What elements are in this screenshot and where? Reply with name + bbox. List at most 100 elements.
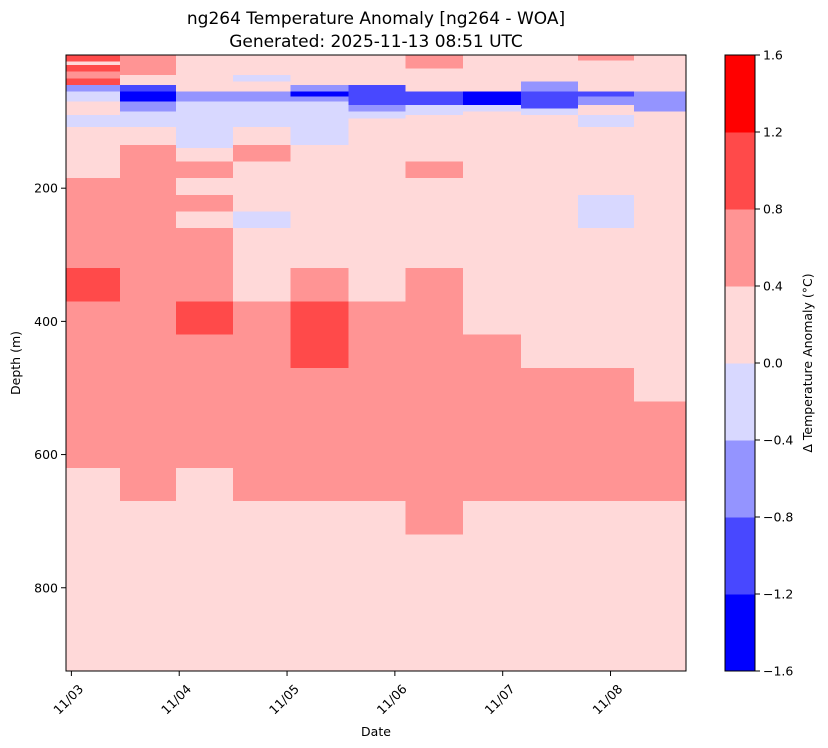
x-tick-label: 11/05 <box>266 681 302 717</box>
colorbar-tick-label: 1.6 <box>763 48 783 63</box>
heatmap-cell <box>290 96 350 103</box>
heatmap-cell <box>521 81 579 93</box>
heatmap-cell <box>175 194 234 213</box>
heatmap-cell <box>578 60 635 93</box>
heatmap-cell <box>405 178 464 269</box>
colorbar-swatch <box>725 594 755 672</box>
heatmap-cell <box>348 84 407 106</box>
heatmap-cell <box>66 178 121 269</box>
x-tick-label: 11/08 <box>589 681 625 717</box>
heatmap-cell <box>405 68 464 93</box>
heatmap-cells <box>66 55 687 672</box>
heatmap-cell <box>233 301 291 502</box>
heatmap-cell <box>119 74 177 86</box>
colorbar-tick-label: 0.0 <box>763 356 783 371</box>
heatmap-cell <box>66 64 121 73</box>
heatmap-cell <box>175 101 234 149</box>
colorbar-tick-label: −1.2 <box>763 587 793 602</box>
heatmap-cell <box>290 84 350 93</box>
heatmap-cell <box>578 228 635 369</box>
heatmap-cell <box>462 334 522 502</box>
heatmap-cell <box>66 126 121 179</box>
heatmap-cell <box>578 104 635 116</box>
heatmap-cell <box>233 501 291 672</box>
heatmap-cell <box>521 367 579 502</box>
colorbar-swatch <box>725 55 755 133</box>
heatmap-cell <box>290 55 350 86</box>
heatmap-cell <box>405 91 464 106</box>
colorbar-swatch <box>725 363 755 441</box>
heatmap-cell <box>348 55 407 86</box>
heatmap-cell <box>290 268 350 302</box>
colorbar-tick-label: −1.6 <box>763 664 793 679</box>
heatmap-cell <box>290 301 350 369</box>
heatmap-cell <box>66 91 121 103</box>
heatmap-cell <box>290 501 350 672</box>
chart-subtitle: Generated: 2025-11-13 08:51 UTC <box>229 32 523 52</box>
heatmap-cell <box>405 55 464 69</box>
heatmap-cell <box>66 101 121 116</box>
heatmap-cell <box>521 501 579 672</box>
colorbar-tick-label: −0.4 <box>763 433 793 448</box>
heatmap-cell <box>119 84 177 93</box>
colorbar-label: Δ Temperature Anomaly (°C) <box>800 273 815 452</box>
heatmap-cell <box>578 126 635 196</box>
heatmap-cell <box>233 91 291 103</box>
x-tick-label: 11/07 <box>482 681 518 717</box>
y-axis-label: Depth (m) <box>8 331 23 395</box>
heatmap-cell <box>348 104 407 113</box>
heatmap-cell <box>578 194 635 229</box>
heatmap-cell <box>233 126 291 146</box>
heatmap-cell <box>462 91 522 106</box>
heatmap-cell <box>175 161 234 179</box>
colorbar-tick-label: 1.2 <box>763 125 783 140</box>
colorbar-tick-label: 0.8 <box>763 202 783 217</box>
colorbar-swatch <box>725 132 755 210</box>
y-tick-label: 600 <box>34 447 58 462</box>
colorbar <box>725 55 755 672</box>
heatmap-cell <box>175 301 234 336</box>
heatmap-cell <box>119 501 177 672</box>
heatmap-cell <box>66 114 121 128</box>
colorbar-swatch <box>725 286 755 364</box>
heatmap-cell <box>175 334 234 469</box>
heatmap-cell <box>578 96 635 106</box>
heatmap-cell <box>634 55 687 93</box>
colorbar-tick-label: −0.8 <box>763 510 793 525</box>
heatmap-cell <box>578 91 635 97</box>
x-tick-label: 11/06 <box>374 681 410 717</box>
heatmap-cell <box>578 55 635 61</box>
heatmap-cell <box>462 104 522 113</box>
heatmap-cell <box>290 91 350 97</box>
heatmap-cell <box>521 114 579 369</box>
heatmap-cell <box>405 114 464 163</box>
heatmap-cell <box>233 74 291 83</box>
colorbar-swatch <box>725 209 755 287</box>
heatmap-cell <box>66 71 121 79</box>
heatmap-cell <box>66 61 121 66</box>
heatmap-cell <box>634 91 687 113</box>
heatmap-cell <box>175 211 234 229</box>
heatmap-cell <box>233 211 291 229</box>
heatmap-cell <box>233 55 291 76</box>
heatmap-cell <box>66 301 121 469</box>
heatmap-cell <box>348 118 407 302</box>
x-axis-label: Date <box>361 724 391 739</box>
heatmap-cell <box>66 467 121 672</box>
heatmap-cell <box>290 367 350 502</box>
heatmap-cell <box>66 84 121 93</box>
heatmap-cell <box>119 126 177 146</box>
heatmap-cell <box>290 144 350 269</box>
heatmap-cell <box>521 91 579 109</box>
heatmap-cell <box>521 55 579 83</box>
colorbar-swatch <box>725 440 755 518</box>
heatmap-cell <box>175 55 234 93</box>
heatmap-cell <box>66 78 121 86</box>
heatmap-cell <box>462 111 522 336</box>
heatmap-cell <box>119 111 177 128</box>
heatmap-cell <box>462 55 522 93</box>
heatmap-cell <box>405 534 464 672</box>
heatmap-cell <box>290 101 350 146</box>
heatmap-cell <box>462 501 522 672</box>
